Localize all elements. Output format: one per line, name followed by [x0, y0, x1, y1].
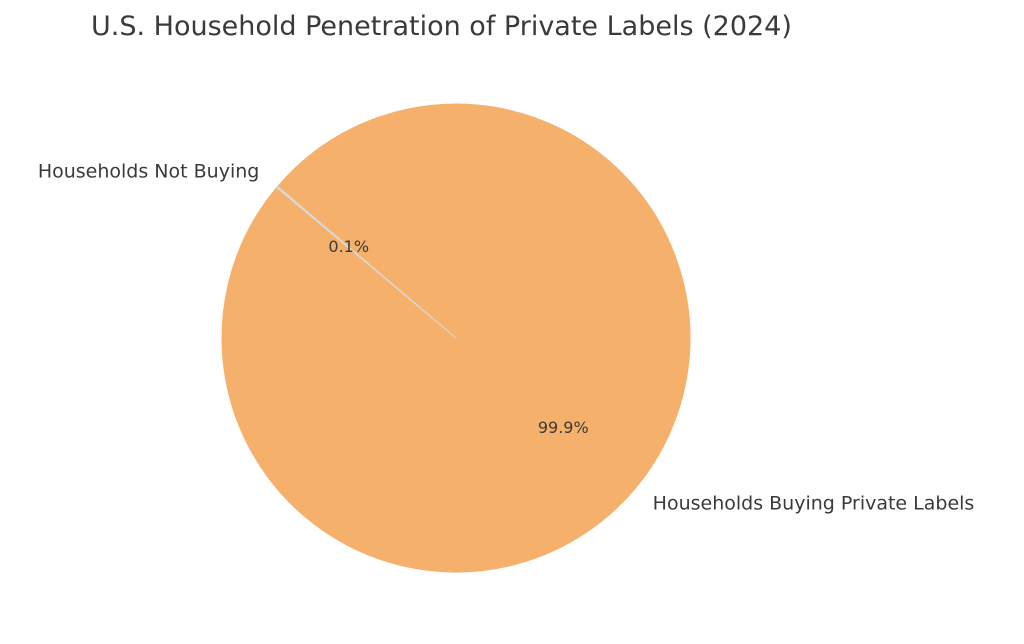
pie-labels: 99.9% Households Buying Private Labels 0.1…: [38, 160, 975, 514]
percent-label-households-buying-private-labels: 99.9%: [538, 418, 589, 437]
pie-slices: [221, 103, 691, 573]
pie-slice-households-buying-private-labels: [221, 103, 691, 573]
category-label-households-not-buying: Households Not Buying: [38, 160, 260, 182]
percent-label-households-not-buying: 0.1%: [328, 237, 369, 256]
chart-title: U.S. Household Penetration of Private La…: [91, 11, 792, 42]
pie-slice-households-not-buying: [276, 185, 457, 339]
category-label-households-buying-private-labels: Households Buying Private Labels: [653, 493, 975, 515]
